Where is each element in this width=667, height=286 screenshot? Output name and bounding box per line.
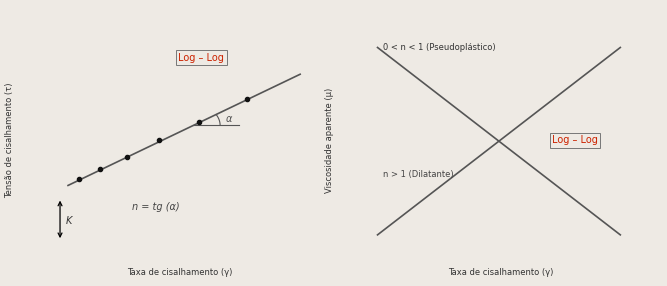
Text: Taxa de cisalhamento (γ): Taxa de cisalhamento (γ) [448,268,553,277]
Text: K: K [65,216,72,225]
Text: n > 1 (Dilatante): n > 1 (Dilatante) [383,170,454,179]
Text: n = tg (α): n = tg (α) [132,202,179,212]
Text: Tensão de cisalhamento (τ): Tensão de cisalhamento (τ) [5,82,14,198]
Text: Log – Log: Log – Log [552,135,598,145]
Text: Log – Log: Log – Log [179,53,224,63]
Text: α: α [225,114,232,124]
Text: Viscosidade aparente (μ): Viscosidade aparente (μ) [325,88,334,193]
Text: 0 < n < 1 (Pseudoplástico): 0 < n < 1 (Pseudoplástico) [383,43,496,52]
Text: Taxa de cisalhamento (γ): Taxa de cisalhamento (γ) [127,268,233,277]
